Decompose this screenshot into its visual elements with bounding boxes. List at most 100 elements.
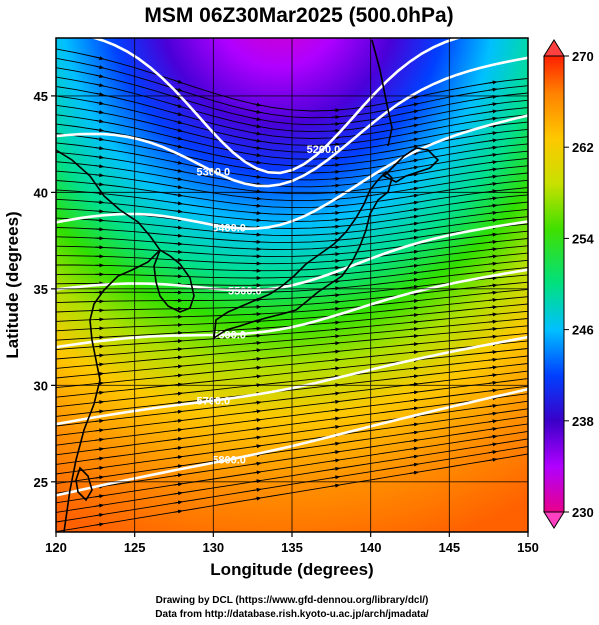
- streamline-arrow: [252, 138, 262, 143]
- streamline-arrow: [488, 269, 498, 273]
- streamline-arrow: [252, 102, 262, 107]
- y-tick-label: 45: [34, 89, 48, 104]
- streamline-arrow: [252, 124, 262, 129]
- streamline-arrow: [409, 109, 419, 114]
- streamline-arrow: [331, 450, 341, 455]
- streamline-arrow: [95, 56, 105, 60]
- colorbar-top-triangle: [543, 39, 565, 57]
- streamline-arrow: [173, 418, 183, 423]
- streamline-arrow: [488, 434, 498, 439]
- streamline-arrow: [95, 475, 105, 480]
- streamline-arrow: [252, 418, 262, 423]
- streamline-arrow: [488, 254, 498, 259]
- streamline-arrow: [95, 146, 105, 151]
- streamline-arrow: [173, 382, 183, 387]
- streamline-arrow: [409, 270, 419, 275]
- streamline-arrow: [409, 256, 419, 261]
- streamline-arrow: [252, 444, 262, 449]
- streamline-arrow: [95, 494, 105, 499]
- streamline-arrow: [95, 522, 105, 527]
- streamline-arrow: [331, 306, 341, 311]
- streamline-arrow: [488, 87, 498, 92]
- streamline-arrow: [252, 182, 262, 187]
- colorbar-tick-label: 254: [572, 231, 594, 246]
- streamline-arrow: [409, 137, 419, 142]
- streamline-arrow: [331, 211, 341, 215]
- streamline-arrow: [488, 181, 498, 186]
- streamline-arrow: [252, 174, 262, 179]
- streamline-arrow: [331, 399, 341, 404]
- streamline-arrow: [409, 306, 419, 310]
- x-axis-label: Longitude (degrees): [210, 560, 373, 579]
- height-contour-label: 5400.0: [212, 222, 246, 234]
- y-tick-label: 25: [34, 475, 48, 490]
- streamline-arrow: [331, 245, 341, 250]
- streamline-arrow: [331, 252, 341, 257]
- streamline-arrow: [173, 509, 183, 514]
- streamline-arrow: [95, 200, 105, 205]
- streamline-arrow: [173, 193, 183, 198]
- height-contour-label: 5500.0: [228, 285, 262, 297]
- streamline-arrow: [331, 391, 341, 396]
- streamline-arrow: [409, 390, 419, 395]
- streamline-arrow: [409, 406, 419, 411]
- height-contour-label: 5800.0: [212, 455, 246, 467]
- colorbar-tick-label: 270: [572, 49, 594, 64]
- streamline-arrow: [409, 334, 419, 339]
- streamline-arrow: [409, 200, 419, 205]
- streamline-arrow: [331, 441, 341, 446]
- streamline-arrow: [173, 373, 183, 378]
- streamline-arrow: [95, 164, 105, 169]
- streamline-arrow: [488, 196, 498, 201]
- streamline-arrow: [331, 128, 341, 133]
- streamline-arrow: [173, 437, 183, 441]
- streamline-arrow: [173, 233, 183, 238]
- streamline-arrow: [488, 427, 498, 432]
- streamline-arrow: [331, 108, 341, 113]
- streamline-arrow: [252, 117, 262, 121]
- streamline-arrow: [488, 312, 498, 317]
- streamline-arrow: [173, 95, 183, 100]
- streamline-arrow: [173, 209, 183, 214]
- streamline-arrow: [95, 400, 105, 405]
- streamline-arrow: [409, 193, 419, 198]
- streamline-arrow: [173, 355, 183, 360]
- streamline-arrow: [95, 466, 105, 470]
- streamline-arrow: [252, 145, 262, 150]
- streamline-arrow: [409, 207, 419, 212]
- streamline-arrow: [488, 131, 498, 136]
- streamline-arrow: [252, 435, 262, 440]
- streamline-arrow: [173, 391, 183, 396]
- streamline-arrow: [409, 327, 419, 332]
- coastline-hokkaido: [382, 147, 440, 183]
- streamline-arrow: [331, 115, 341, 120]
- streamline-arrow: [95, 353, 105, 358]
- streamline-arrow: [95, 92, 105, 97]
- streamline-arrow: [331, 224, 341, 229]
- streamline-arrow: [488, 102, 498, 107]
- streamline-arrow: [173, 176, 183, 181]
- streamline-arrow: [409, 438, 419, 443]
- streamline-arrow: [331, 366, 341, 371]
- streamline-arrow: [95, 209, 105, 214]
- streamline-arrow: [252, 400, 262, 405]
- streamline-arrow: [488, 319, 498, 324]
- colorbar-tick-label: 238: [572, 414, 594, 429]
- streamline-arrow: [488, 174, 498, 179]
- streamline-arrow: [409, 374, 419, 379]
- streamline-arrow: [252, 153, 262, 158]
- streamline-arrow: [488, 350, 498, 355]
- streamline-arrow: [252, 365, 262, 370]
- streamline-arrow: [173, 128, 183, 133]
- streamline-arrow: [488, 203, 498, 208]
- streamline-arrow: [252, 487, 262, 492]
- streamline-arrow: [95, 65, 105, 70]
- streamline-arrow: [409, 454, 419, 459]
- streamline-arrow: [95, 418, 105, 423]
- streamline-arrow: [331, 327, 341, 332]
- streamline-arrow: [173, 201, 183, 206]
- x-axis-ticks: 120 125 130 135 140 145 150: [45, 532, 539, 555]
- map-title: MSM 06Z30Mar2025 (500.0hPa): [144, 4, 453, 27]
- streamline-arrow: [488, 138, 498, 143]
- streamline-arrow: [488, 305, 498, 310]
